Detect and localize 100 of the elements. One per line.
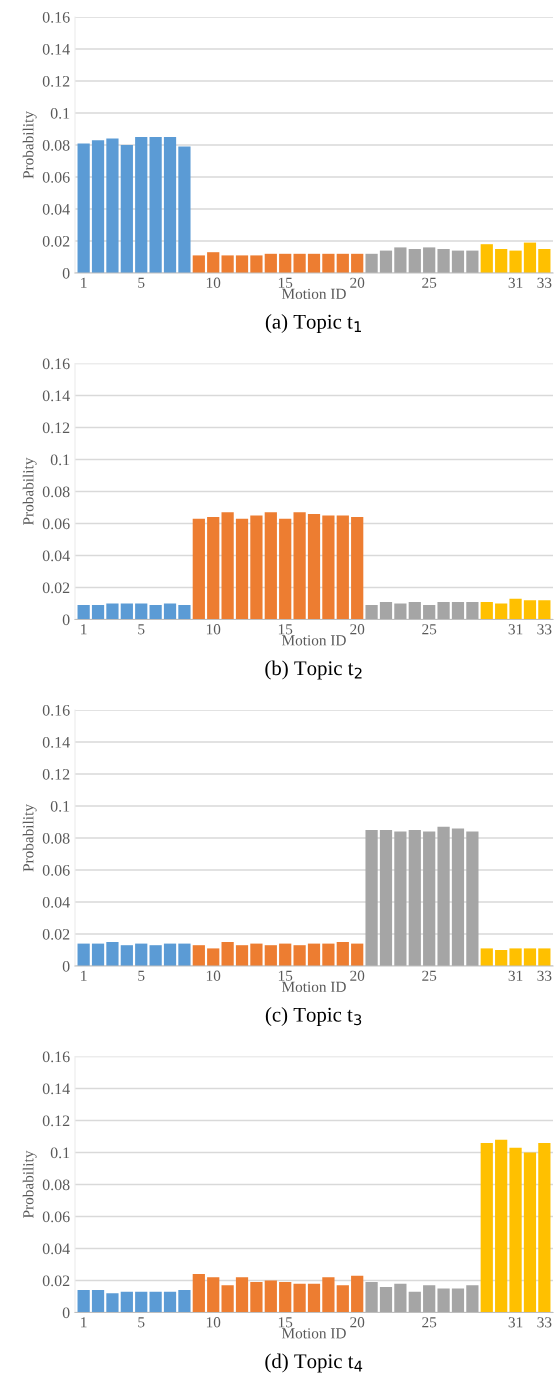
bar xyxy=(365,605,378,620)
bar xyxy=(379,250,393,273)
y-axis-title: Probability xyxy=(22,1150,37,1219)
bar xyxy=(178,605,191,620)
bar xyxy=(307,513,321,620)
bar xyxy=(279,518,292,620)
bar xyxy=(91,140,105,273)
bar xyxy=(538,948,551,966)
bar xyxy=(207,1277,220,1313)
y-axis-title: Probability xyxy=(22,804,37,872)
y-tick-label: 0.1 xyxy=(50,1147,70,1159)
bar xyxy=(437,601,450,620)
x-tick-label: 33 xyxy=(537,277,552,288)
bar xyxy=(120,603,133,620)
bar xyxy=(351,1275,364,1313)
bar xyxy=(322,943,335,966)
x-tick-label: 20 xyxy=(350,970,365,981)
bar xyxy=(106,603,119,620)
x-tick-label: 10 xyxy=(206,1317,221,1328)
bar xyxy=(495,950,508,966)
bar xyxy=(135,1291,148,1313)
x-tick-label: 1 xyxy=(81,624,87,635)
x-tick-label: 1 xyxy=(81,970,87,981)
bar xyxy=(336,515,349,620)
bar xyxy=(365,253,378,273)
bar xyxy=(279,253,292,273)
text: (b) Topic t$_{2}$ xyxy=(265,660,362,680)
y-tick-label: 0.1 xyxy=(50,800,70,812)
x-tick-label: 15 xyxy=(278,624,293,635)
bar xyxy=(523,948,537,966)
x-tick-label: 5 xyxy=(138,970,145,981)
bar xyxy=(307,1283,321,1313)
bar xyxy=(250,515,263,620)
y-tick-label: 0.14 xyxy=(42,43,70,55)
x-tick-label: 20 xyxy=(350,624,365,635)
bar xyxy=(91,943,105,966)
bar xyxy=(149,605,162,620)
x-tick-label: 33 xyxy=(537,1317,552,1328)
bar xyxy=(538,249,551,273)
bar xyxy=(451,250,465,273)
y-tick-label: 0.14 xyxy=(42,390,70,402)
bar xyxy=(495,1139,508,1313)
y-tick-label: 0.08 xyxy=(42,486,70,498)
bar xyxy=(423,831,436,966)
bar xyxy=(149,1291,162,1313)
y-tick-label: 0 xyxy=(62,614,70,626)
text: (c) Topic t$_{3}$ xyxy=(265,1007,362,1026)
y-tick-label: 0.08 xyxy=(42,832,70,844)
y-tick-label: 0.12 xyxy=(42,1115,70,1127)
bar xyxy=(293,253,306,273)
bar xyxy=(480,948,493,966)
x-axis-title: Motion ID xyxy=(281,635,346,646)
bar xyxy=(235,518,249,620)
bar xyxy=(120,945,133,966)
bar xyxy=(163,603,177,620)
bar xyxy=(351,517,364,620)
x-tick-label: 10 xyxy=(206,277,221,288)
bar xyxy=(451,601,465,620)
bar xyxy=(120,145,133,273)
y-tick-label: 0.08 xyxy=(42,139,70,151)
bar xyxy=(480,244,493,273)
bar xyxy=(523,600,537,620)
bar xyxy=(293,1283,306,1313)
bar xyxy=(365,1282,378,1313)
bar xyxy=(322,253,335,273)
bar xyxy=(77,1290,90,1313)
x-axis-title: Motion ID xyxy=(281,288,346,299)
x-tick-label: 25 xyxy=(422,624,437,635)
y-tick-label: 0 xyxy=(62,267,70,279)
bar xyxy=(91,1290,105,1313)
y-tick-label: 0.04 xyxy=(42,1243,70,1255)
bar xyxy=(250,1282,263,1313)
bar xyxy=(394,1283,407,1313)
x-tick-label: 31 xyxy=(508,970,523,981)
bar xyxy=(178,1290,191,1313)
bar xyxy=(77,143,90,273)
bar xyxy=(135,137,148,273)
bar xyxy=(351,943,364,966)
bar xyxy=(77,605,90,620)
bar xyxy=(307,943,321,966)
x-tick-label: 25 xyxy=(422,1317,437,1328)
y-tick-label: 0.06 xyxy=(42,518,70,530)
bar xyxy=(106,942,119,966)
x-tick-label: 15 xyxy=(278,277,293,288)
x-tick-label: 1 xyxy=(81,1317,87,1328)
y-tick-label: 0.04 xyxy=(42,203,70,215)
x-axis-title: Motion ID xyxy=(281,981,346,992)
bar xyxy=(336,942,349,966)
bar xyxy=(466,250,479,273)
bar xyxy=(264,1280,277,1313)
x-tick-label: 20 xyxy=(350,1317,365,1328)
bar xyxy=(293,945,306,966)
bar xyxy=(264,253,277,273)
x-tick-label: 33 xyxy=(537,624,552,635)
bar xyxy=(523,242,537,273)
y-tick-label: 0.16 xyxy=(42,704,70,716)
y-tick-label: 0.1 xyxy=(50,107,70,119)
y-tick-label: 0.16 xyxy=(42,358,70,370)
bar xyxy=(480,1142,493,1313)
bar xyxy=(336,1285,349,1313)
